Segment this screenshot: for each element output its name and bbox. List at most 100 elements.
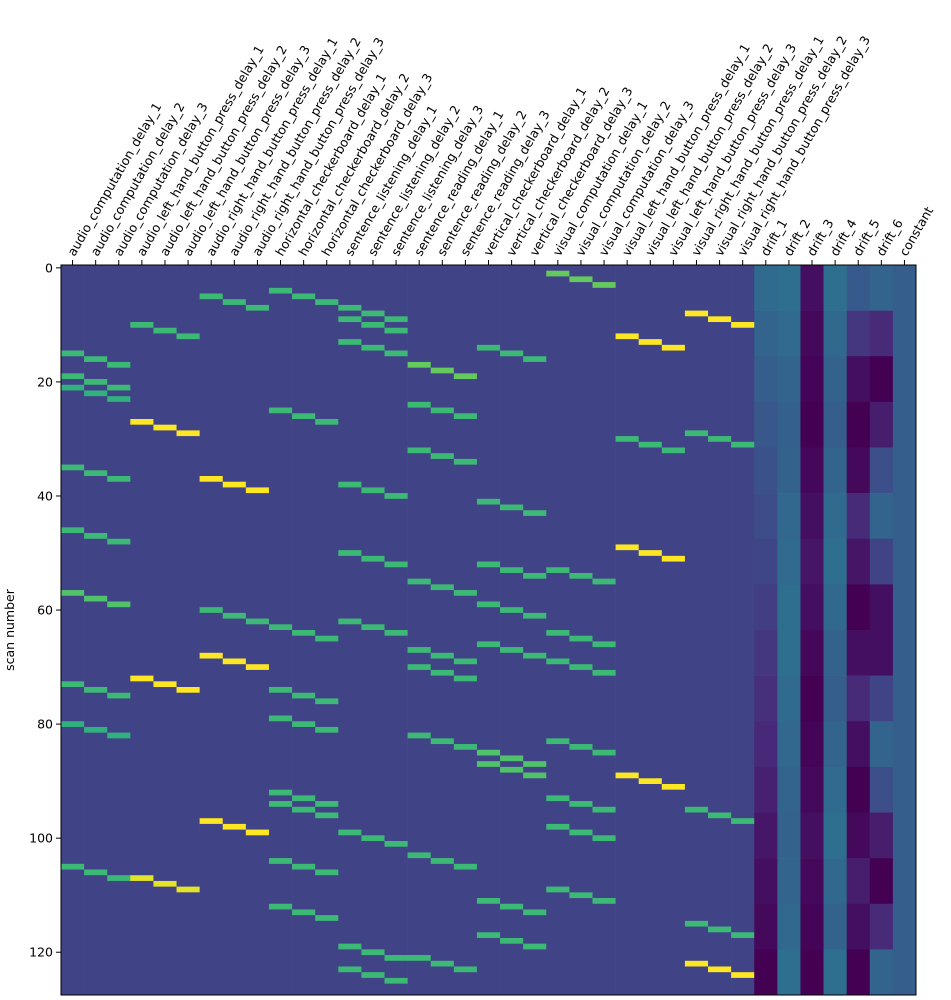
cell bbox=[661, 453, 686, 557]
cell bbox=[500, 350, 524, 357]
y-axis-label: scan number bbox=[2, 588, 17, 671]
cell bbox=[546, 829, 570, 887]
cell bbox=[500, 772, 524, 905]
cell bbox=[292, 293, 316, 300]
cell bbox=[546, 664, 570, 739]
cell bbox=[684, 436, 709, 808]
cell bbox=[476, 641, 501, 648]
cell bbox=[731, 818, 755, 825]
cell bbox=[84, 732, 108, 870]
cell bbox=[315, 304, 339, 420]
cell bbox=[384, 327, 408, 334]
cell bbox=[315, 875, 339, 916]
cell bbox=[292, 801, 316, 808]
cell bbox=[407, 852, 432, 859]
cell bbox=[430, 265, 455, 368]
cell bbox=[777, 447, 801, 494]
cell bbox=[500, 943, 524, 996]
cell bbox=[453, 675, 478, 682]
cell bbox=[546, 572, 570, 631]
cell bbox=[684, 316, 709, 431]
cell bbox=[500, 510, 524, 568]
y-tick-label: 40 bbox=[37, 488, 53, 503]
cell bbox=[615, 333, 640, 340]
cell bbox=[708, 932, 732, 967]
cell bbox=[777, 310, 801, 357]
cell bbox=[176, 886, 200, 893]
cell bbox=[430, 652, 455, 659]
cell bbox=[199, 293, 224, 300]
cell bbox=[638, 441, 663, 448]
cell bbox=[684, 310, 709, 317]
cell bbox=[869, 538, 894, 585]
cell bbox=[546, 744, 570, 796]
cell bbox=[453, 664, 478, 676]
cell bbox=[846, 493, 871, 540]
cell bbox=[708, 436, 732, 443]
cell bbox=[84, 356, 108, 363]
cell bbox=[245, 265, 270, 306]
cell bbox=[800, 812, 824, 859]
cell bbox=[523, 578, 547, 614]
cell bbox=[61, 687, 85, 722]
cell bbox=[107, 544, 131, 602]
cell bbox=[500, 909, 524, 939]
cell bbox=[569, 265, 593, 277]
cell bbox=[245, 669, 270, 830]
cell bbox=[569, 744, 593, 751]
cell bbox=[823, 310, 847, 357]
cell bbox=[384, 977, 408, 984]
cell bbox=[592, 835, 616, 842]
cell bbox=[569, 635, 593, 642]
cell bbox=[592, 841, 616, 899]
cell bbox=[569, 898, 593, 996]
cell bbox=[315, 424, 339, 637]
cell bbox=[453, 413, 478, 420]
cell bbox=[315, 635, 339, 642]
cell bbox=[199, 607, 224, 614]
cell bbox=[569, 276, 593, 283]
cell bbox=[777, 356, 801, 403]
cell bbox=[453, 658, 478, 665]
cell bbox=[453, 681, 478, 745]
cell bbox=[292, 299, 316, 414]
cell bbox=[61, 595, 85, 682]
cell bbox=[130, 322, 154, 329]
cell bbox=[107, 384, 131, 391]
y-tick-label: 0 bbox=[45, 260, 53, 275]
cell bbox=[823, 493, 847, 540]
cell bbox=[500, 572, 524, 608]
cell bbox=[869, 493, 894, 540]
cell bbox=[361, 624, 385, 631]
heatmap-cells bbox=[61, 265, 917, 996]
cell bbox=[823, 538, 847, 585]
cell bbox=[823, 584, 847, 631]
cell bbox=[84, 476, 108, 534]
cell bbox=[892, 265, 917, 996]
cell bbox=[268, 789, 293, 796]
cell bbox=[338, 943, 362, 950]
cell bbox=[292, 418, 316, 631]
cell bbox=[684, 265, 709, 311]
cell bbox=[476, 761, 501, 768]
cell bbox=[777, 538, 801, 585]
cell bbox=[199, 299, 224, 477]
cell bbox=[315, 732, 339, 802]
cell bbox=[800, 584, 824, 631]
cell bbox=[315, 869, 339, 876]
cell bbox=[569, 669, 593, 745]
cell bbox=[153, 265, 177, 329]
cell bbox=[592, 287, 616, 579]
cell bbox=[754, 766, 778, 813]
cell bbox=[476, 350, 501, 500]
cell bbox=[869, 584, 894, 631]
cell bbox=[523, 612, 547, 619]
cell bbox=[731, 977, 755, 996]
cell bbox=[430, 584, 455, 591]
cell bbox=[823, 356, 847, 403]
cell bbox=[708, 926, 732, 933]
cell bbox=[476, 749, 501, 756]
cell bbox=[292, 413, 316, 420]
cell bbox=[245, 835, 270, 996]
cell bbox=[61, 726, 85, 865]
